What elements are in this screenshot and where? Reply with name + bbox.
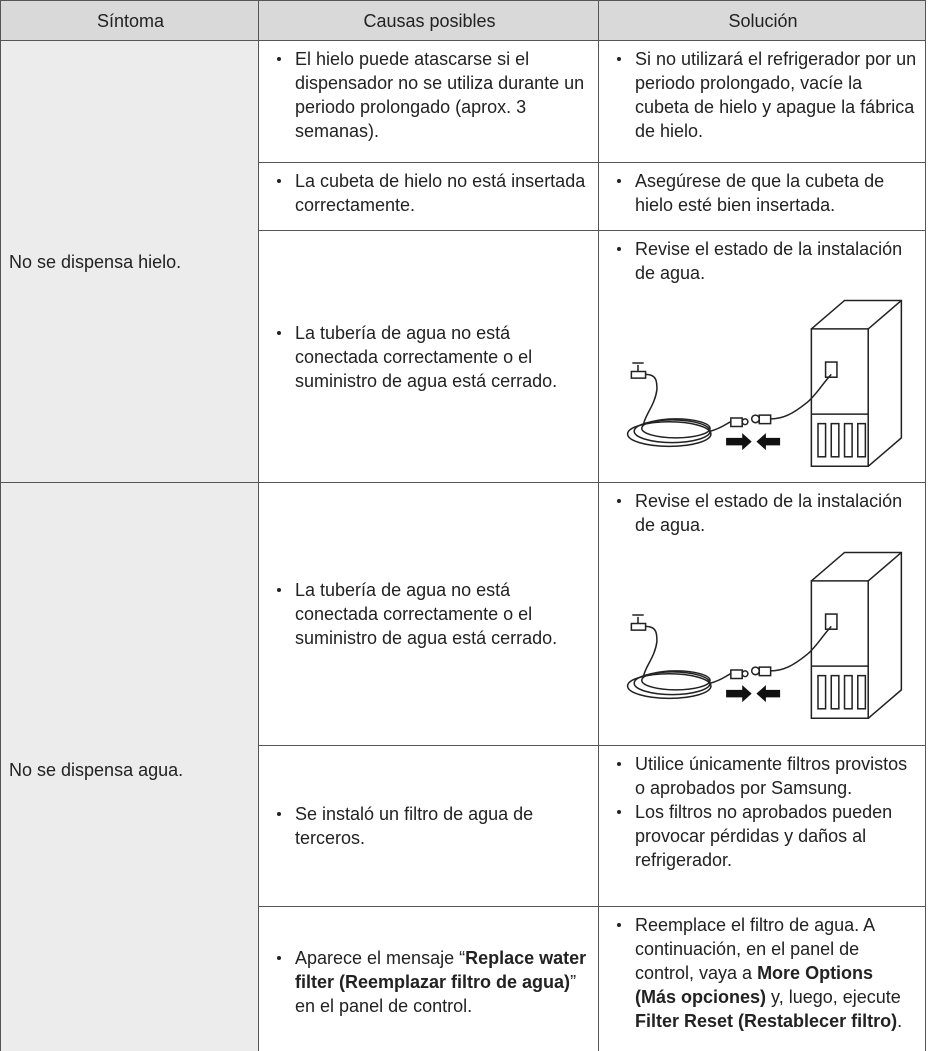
solution-cell: Utilice únicamente filtros provistos o a…	[598, 745, 926, 907]
header-cell: Solución	[598, 0, 926, 41]
bold-text: More Options (Más opciones)	[635, 963, 874, 1007]
symptom: No se dispensa hielo.	[0, 40, 259, 483]
text: Reemplace el filtro de agua. A continuac…	[635, 915, 875, 983]
cause: La cubeta de hielo no está insertada cor…	[269, 169, 590, 217]
row: La tubería de agua no está conectada cor…	[1, 230, 926, 483]
row: Aparece el mensaje “Replace water filter…	[1, 906, 926, 1051]
row: No se dispensa hielo. El hielo puede ata…	[0, 40, 926, 483]
cause: Se instaló un filtro de agua de terceros…	[269, 802, 590, 850]
solution-cell: Revise el estado de la instalación de ag…	[598, 230, 926, 483]
symptom: No se dispensa agua.	[0, 482, 259, 1051]
installation-illustration	[609, 291, 919, 471]
cause-cell: El hielo puede atascarse si el dispensad…	[258, 40, 599, 163]
solution: Reemplace el filtro de agua. A continuac…	[609, 913, 917, 1033]
cause-cell: Se instaló un filtro de agua de terceros…	[258, 745, 599, 907]
row: La cubeta de hielo no está insertada cor…	[1, 162, 926, 231]
header-row: Síntoma Causas posibles Solución	[0, 0, 926, 41]
text: Aparece el mensaje “	[295, 947, 466, 968]
bold-text: Filter Reset (Restablecer filtro)	[635, 1011, 898, 1031]
header-cell: Causas posibles	[258, 0, 599, 41]
solution: Utilice únicamente filtros provistos o a…	[609, 752, 917, 800]
cause: Aparece el mensaje “Replace water filter…	[269, 946, 590, 1018]
solution: Revise el estado de la instalación de ag…	[609, 489, 917, 537]
cause: La tubería de agua no está conectada cor…	[269, 578, 590, 650]
solution: Asegúrese de que la cubeta de hielo esté…	[609, 169, 917, 217]
cause-cell: Aparece el mensaje “Replace water filter…	[258, 906, 599, 1051]
row: No se dispensa agua. La tubería de agua …	[0, 482, 926, 1051]
text: .	[897, 1011, 903, 1031]
solution: Revise el estado de la instalación de ag…	[609, 237, 917, 285]
solution-cell: Reemplace el filtro de agua. A continuac…	[598, 906, 926, 1051]
cause: El hielo puede atascarse si el dispensad…	[269, 47, 590, 143]
text: ” en el panel de control.	[295, 971, 577, 1016]
header-cell: Síntoma	[0, 0, 259, 41]
cause-cell: La tubería de agua no está conectada cor…	[258, 482, 599, 746]
solution: Los filtros no aprobados pueden provocar…	[609, 800, 917, 872]
cause: La tubería de agua no está conectada cor…	[269, 321, 590, 393]
solution: Si no utilizará el refrigerador por un p…	[609, 47, 917, 143]
text: y, luego, ejecute	[766, 987, 901, 1007]
bold-text: Replace water filter (Reemplazar filtro …	[295, 947, 587, 992]
solution-cell: Revise el estado de la instalación de ag…	[598, 482, 926, 746]
solution-cell: Si no utilizará el refrigerador por un p…	[598, 40, 926, 163]
installation-illustration	[609, 543, 919, 723]
solution-cell: Asegúrese de que la cubeta de hielo esté…	[598, 162, 926, 231]
cause-cell: La tubería de agua no está conectada cor…	[258, 230, 599, 483]
cause-cell: La cubeta de hielo no está insertada cor…	[258, 162, 599, 231]
row: Se instaló un filtro de agua de terceros…	[1, 745, 926, 907]
